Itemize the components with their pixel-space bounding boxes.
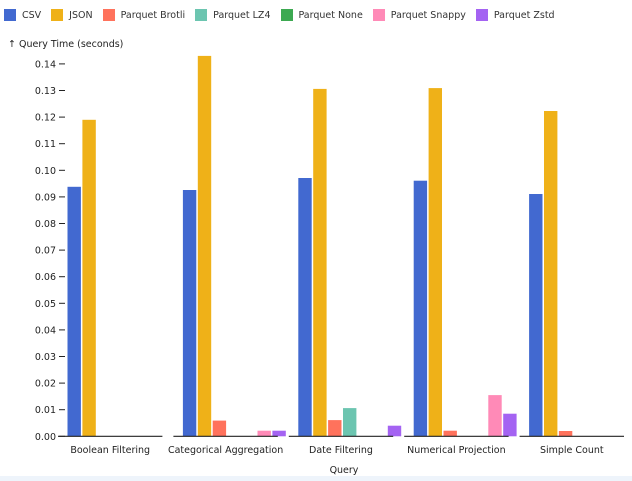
legend-label: Parquet Snappy [390,9,466,21]
legend-item: Parquet Snappy [372,9,466,21]
legend-item: JSON [51,9,93,21]
legend-item: Parquet Brotli [102,9,186,21]
y-tick-label: 0.05 [35,299,56,310]
legend: CSV JSON Parquet Brotli Parquet LZ4 Parquet … [4,8,565,22]
bar-group: Boolean Filtering [58,119,163,456]
bar [558,431,573,437]
legend-label: Parquet LZ4 [213,9,271,21]
x-tick-label: Boolean Filtering [70,445,150,456]
x-tick-label: Numerical Projection [407,445,505,456]
bar [413,180,428,437]
legend-swatch [372,9,385,21]
legend-item: Parquet None [280,9,363,21]
legend-item: Parquet LZ4 [195,9,271,21]
y-axis: 0.00 0.01 0.02 0.03 0.04 0.05 0.06 0.07 0.08 0.09… [35,59,65,443]
y-tick-label: 0.12 [35,113,56,124]
y-tick-label: 0.06 [35,272,56,283]
legend-item: CSV [4,9,41,21]
legend-swatch [102,9,115,21]
legend-swatch [195,9,208,21]
x-tick-label: Simple Count [540,445,604,456]
legend-label: Parquet Zstd [493,9,555,21]
legend-label: CSV [22,9,42,21]
bar [82,119,96,437]
y-tick-label: 0.07 [35,246,56,257]
y-axis-title: ↑ Query Time (seconds) [8,39,123,50]
bar [182,190,197,437]
x-tick-label: Categorical Aggregation [168,445,283,456]
y-tick-label: 0.08 [35,219,56,230]
bar [257,430,271,437]
bar [298,178,312,437]
y-tick-label: 0.11 [35,139,56,150]
bar [343,408,357,437]
bar [503,413,517,437]
x-tick-label: Date Filtering [309,445,373,456]
bar-groups: Boolean Filtering Categorical Aggregation… [58,55,624,456]
bar [387,425,402,437]
legend-item: Parquet Zstd [475,9,555,21]
bar-group: Date Filtering [288,88,402,456]
bar [67,186,81,437]
bar [328,420,342,437]
legend-swatch [280,9,293,21]
legend-swatch [51,9,64,21]
y-tick-label: 0.13 [35,86,56,97]
y-tick-label: 0.00 [35,432,56,443]
x-axis-title: Query [330,465,359,476]
legend-swatch [475,9,488,21]
bar [544,111,558,437]
bar-group: Categorical Aggregation [168,55,286,456]
bottom-band [0,476,632,481]
y-tick-label: 0.14 [35,59,56,70]
y-tick-label: 0.10 [35,166,56,177]
legend-swatch [4,9,16,21]
y-tick-label: 0.04 [35,325,56,336]
bar [272,430,286,437]
y-tick-label: 0.03 [35,352,56,363]
bar [529,194,543,437]
bar [197,55,212,437]
bar [488,395,502,437]
bar [428,88,442,437]
bar-group: Simple Count [519,111,624,456]
legend-label: Parquet None [298,9,363,21]
bar-group: Numerical Projection [404,88,517,456]
bar [443,430,457,437]
y-tick-label: 0.09 [35,192,56,203]
legend-label: Parquet Brotli [120,9,186,21]
legend-label: JSON [69,9,93,21]
y-tick-label: 0.01 [35,405,56,416]
y-tick-label: 0.02 [35,379,56,390]
bar [313,88,327,437]
bar [212,420,227,437]
